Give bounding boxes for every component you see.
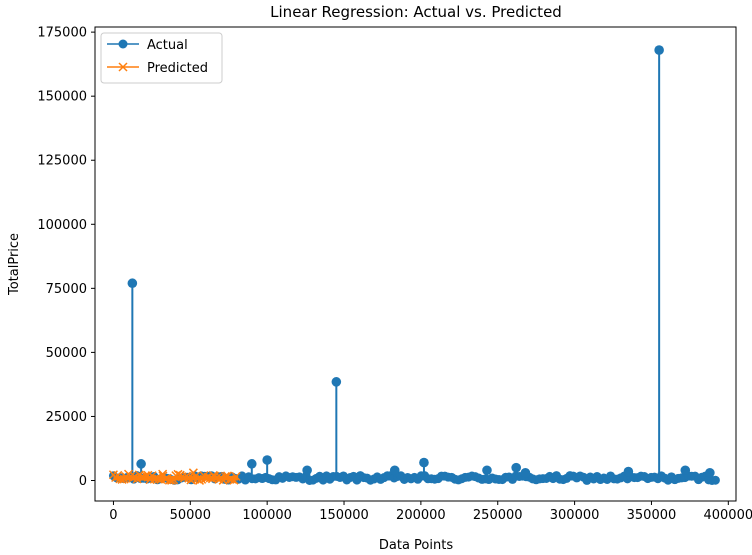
x-tick-label: 0: [109, 508, 117, 523]
x-tick-label: 400000: [703, 508, 752, 523]
actual-point: [389, 465, 400, 476]
x-axis: 0 50000 100000 150000 200000 250000 300000 3500…: [109, 501, 752, 523]
actual-point: [262, 455, 272, 465]
x-tick-label: 150000: [319, 508, 369, 523]
actual-point: [520, 468, 531, 478]
series-actual: [108, 45, 720, 485]
predicted-point: [227, 474, 237, 484]
predicted-point: [173, 469, 183, 479]
predicted-point: [220, 471, 230, 481]
actual-point: [482, 465, 492, 476]
y-axis: 0 25000 50000 75000 100000 125000 150000 175000: [37, 26, 95, 489]
predicted-point: [208, 470, 218, 480]
actual-point: [302, 465, 312, 476]
x-tick-label: 50000: [170, 508, 211, 523]
legend: Actual Predicted: [100, 32, 223, 84]
predicted-point: [188, 468, 198, 478]
chart-title: Linear Regression: Actual vs. Predicted: [270, 3, 562, 21]
x-tick-label: 350000: [627, 508, 677, 523]
actual-point: [136, 459, 146, 469]
y-tick-label: 75000: [46, 282, 87, 297]
series-predicted: [108, 468, 241, 485]
actual-point: [680, 465, 691, 476]
y-tick-label: 50000: [46, 346, 87, 361]
x-tick-label: 250000: [473, 508, 523, 523]
predicted-point: [231, 471, 241, 482]
actual-point: [705, 468, 715, 478]
predicted-point: [158, 469, 168, 479]
y-tick-label: 25000: [46, 410, 87, 425]
x-tick-label: 300000: [550, 508, 600, 523]
legend-predicted-label: Predicted: [147, 61, 208, 76]
actual-point: [654, 45, 664, 55]
actual-point: [710, 475, 720, 485]
legend-actual-label: Actual: [147, 38, 188, 53]
y-tick-label: 100000: [37, 218, 87, 233]
actual-point: [623, 466, 634, 477]
legend-predicted-marker: [118, 62, 128, 72]
legend-actual-marker: [118, 39, 128, 49]
axes-frame: [94, 26, 737, 502]
plot-area: [108, 45, 720, 485]
x-axis-label: Data Points: [379, 538, 453, 553]
x-tick-label: 100000: [242, 508, 292, 523]
y-tick-label: 175000: [37, 26, 87, 41]
actual-point: [246, 459, 257, 469]
actual-point: [127, 278, 138, 289]
actual-point: [419, 457, 429, 468]
y-tick-label: 125000: [37, 154, 87, 169]
y-axis-label: TotalPrice: [7, 233, 22, 296]
x-tick-label: 200000: [396, 508, 446, 523]
actual-point: [331, 377, 342, 387]
predicted-point: [121, 472, 131, 482]
legend-box: [100, 32, 223, 84]
y-tick-label: 0: [79, 474, 87, 489]
actual-point: [511, 462, 521, 473]
y-tick-label: 150000: [37, 90, 87, 105]
